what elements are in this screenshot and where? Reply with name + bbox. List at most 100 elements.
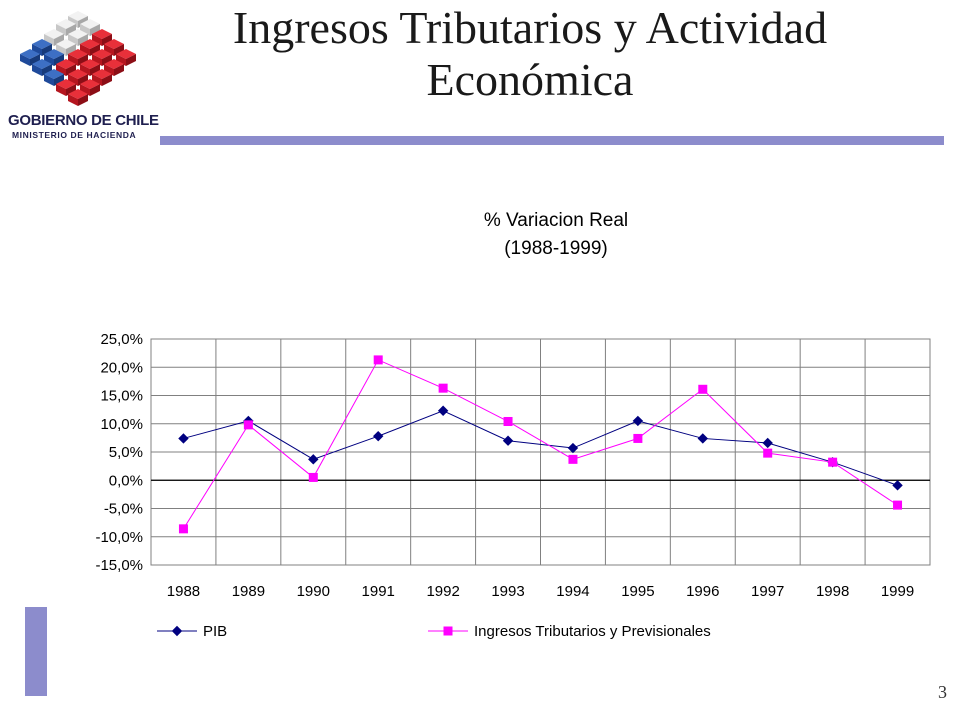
data-point	[763, 448, 773, 458]
logo-cube-face	[56, 24, 66, 36]
y-tick-label: -10,0%	[95, 529, 143, 546]
y-tick-label: 10,0%	[100, 416, 143, 433]
logo-cube-face	[66, 64, 76, 76]
logo-cube-face	[32, 64, 42, 76]
y-tick-label: -5,0%	[104, 501, 143, 518]
x-tick-label: 1990	[297, 583, 330, 600]
data-point	[373, 430, 384, 442]
logo-cube-face	[90, 64, 100, 76]
y-tick-label: 25,0%	[100, 331, 143, 348]
logo-cube-face	[30, 54, 40, 66]
legend-item-ingresos: Ingresos Tributarios y Previsionales	[428, 623, 711, 640]
logo-cube-face	[68, 54, 78, 66]
logo-cube-face	[56, 64, 66, 76]
data-point	[438, 383, 448, 393]
logo-cube-face	[80, 44, 90, 56]
title-underline-bar	[160, 136, 944, 145]
logo-cube-face	[92, 34, 102, 46]
logo-cube-face	[44, 54, 54, 66]
x-tick-label: 1999	[881, 583, 914, 600]
logo-cube-face	[116, 54, 126, 66]
data-point	[633, 433, 643, 443]
logo-cube-face	[102, 74, 112, 86]
data-point	[503, 416, 513, 426]
logo-cube-face	[102, 34, 112, 46]
logo-cube-face	[104, 44, 114, 56]
data-point	[567, 442, 579, 454]
logo-cube-face	[68, 94, 78, 106]
page-title-line1: Ingresos Tributarios y Actividad	[232, 2, 828, 53]
logo-cube-face	[44, 74, 54, 86]
legend-item-pib: PIB	[157, 623, 227, 640]
logo-cube-face	[54, 34, 64, 46]
logo-text-gobierno: GOBIERNO DE CHILE	[8, 112, 159, 129]
y-tick-label: 15,0%	[100, 388, 143, 405]
data-point	[568, 454, 578, 464]
data-point	[762, 437, 773, 449]
logo-cube-face	[92, 54, 102, 66]
y-tick-label: 0,0%	[109, 472, 143, 489]
logo-cube-face	[80, 84, 90, 96]
logo-cube-face	[78, 74, 88, 86]
x-tick-label: 1996	[686, 583, 719, 600]
x-tick-label: 1994	[556, 583, 589, 600]
logo-cube-face	[56, 84, 66, 96]
data-point	[892, 480, 903, 491]
logo-cube-face	[90, 84, 100, 96]
data-point	[502, 435, 514, 446]
gobierno-de-chile-logo	[20, 11, 136, 106]
x-tick-label: 1993	[491, 583, 524, 600]
logo-cube-face	[20, 54, 30, 66]
legend-marker	[443, 626, 453, 636]
x-tick-label: 1989	[232, 583, 265, 600]
page-title: Ingresos Tributarios y Actividad Económi…	[170, 2, 890, 106]
data-point	[828, 457, 838, 467]
logo-cube-face	[80, 64, 90, 76]
logo-cube-face	[32, 44, 42, 56]
x-tick-label: 1995	[621, 583, 654, 600]
logo-cube-face	[54, 54, 64, 66]
logo-cube-face	[90, 44, 100, 56]
logo-cube-face	[68, 34, 78, 46]
x-tick-label: 1992	[426, 583, 459, 600]
data-point	[437, 405, 449, 416]
logo-cube-face	[66, 84, 76, 96]
logo-cube-face	[66, 24, 76, 36]
data-point	[308, 472, 318, 482]
logo-cube-face	[104, 64, 114, 76]
data-point	[698, 384, 708, 394]
logo-cube-face	[56, 44, 66, 56]
logo-cube-face	[80, 24, 90, 36]
x-tick-label: 1997	[751, 583, 784, 600]
data-point	[373, 355, 383, 365]
data-point	[632, 415, 644, 427]
side-accent-bar	[25, 607, 47, 696]
page-title-line2: Económica	[426, 54, 634, 105]
legend-marker	[171, 625, 183, 637]
data-point	[308, 454, 319, 465]
logo-cube-face	[114, 64, 124, 76]
data-point	[178, 433, 189, 444]
logo-cube-face	[126, 54, 136, 66]
data-point	[178, 524, 188, 534]
series-ingresos	[178, 355, 903, 534]
logo-text-ministerio: MINISTERIO DE HACIENDA	[12, 130, 137, 140]
data-point	[243, 420, 253, 430]
legend-label: PIB	[203, 623, 227, 640]
data-point	[697, 433, 708, 444]
logo-cube-face	[68, 74, 78, 86]
y-tick-label: 20,0%	[100, 359, 143, 376]
x-tick-label: 1988	[167, 583, 200, 600]
logo-cube-face	[54, 74, 64, 86]
logo-cube-face	[114, 44, 124, 56]
x-tick-label: 1991	[362, 583, 395, 600]
y-tick-label: 5,0%	[109, 444, 143, 461]
logo-cube-face	[78, 34, 88, 46]
logo-cube-face	[102, 54, 112, 66]
chart-title: % Variacion Real	[483, 210, 629, 231]
logo-cube-face	[44, 34, 54, 46]
legend-label: Ingresos Tributarios y Previsionales	[474, 623, 711, 640]
data-point	[893, 500, 903, 510]
logo-cube-face	[78, 54, 88, 66]
